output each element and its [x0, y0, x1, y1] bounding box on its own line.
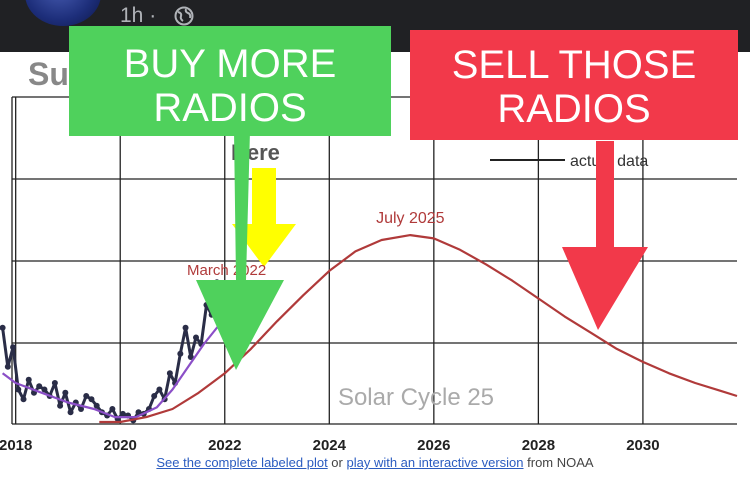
post-time[interactable]: 1h ·: [120, 4, 157, 27]
footer-separator: or: [327, 455, 347, 470]
x-tick-2022: 2022: [208, 437, 241, 452]
here-date-label: March 2022: [187, 262, 266, 279]
data-point: [78, 406, 85, 412]
complete-plot-link[interactable]: See the complete labeled plot: [156, 455, 328, 470]
data-point: [193, 334, 200, 341]
series-line-prediction: [99, 234, 738, 424]
data-point: [67, 409, 74, 416]
data-point: [88, 396, 95, 403]
buy-line2: RADIOS: [153, 86, 307, 130]
data-point: [20, 396, 27, 403]
data-point: [135, 409, 142, 416]
data-point: [83, 393, 90, 399]
chart-legend: actual data: [490, 153, 648, 170]
data-point: [0, 324, 6, 331]
footer-suffix: from NOAA: [523, 455, 594, 470]
data-point: [93, 402, 100, 409]
buy-more-radios-sign: BUY MORE RADIOS: [69, 26, 391, 136]
red-arrow: [562, 141, 648, 330]
data-point: [151, 393, 158, 399]
data-point: [57, 402, 64, 409]
data-point: [25, 376, 32, 383]
data-point: [109, 406, 116, 412]
x-tick-2018: 2018: [0, 437, 32, 452]
data-point: [119, 410, 126, 417]
here-arrow: [232, 168, 296, 267]
avatar[interactable]: [25, 0, 101, 26]
data-point: [15, 386, 22, 393]
series-line-smoothed: [1, 323, 221, 419]
data-point: [51, 380, 58, 386]
data-point: [182, 324, 189, 331]
data-point: [10, 344, 17, 351]
chart-footer: See the complete labeled plot or play wi…: [0, 455, 750, 470]
x-tick-2028: 2028: [522, 437, 555, 452]
sell-line1: SELL THOSE: [451, 43, 697, 87]
data-point: [4, 363, 11, 370]
sell-those-radios-sign: SELL THOSE RADIOS: [410, 30, 738, 140]
data-point: [36, 383, 43, 390]
data-point: [177, 350, 184, 357]
data-point: [41, 386, 48, 393]
data-point: [166, 370, 173, 377]
x-tick-2020: 2020: [104, 437, 137, 452]
data-point: [156, 386, 163, 393]
sell-line2: RADIOS: [497, 87, 651, 131]
x-tick-2030: 2030: [626, 437, 659, 452]
buy-line1: BUY MORE: [123, 42, 337, 86]
data-point: [62, 389, 69, 396]
cycle-label: Solar Cycle 25: [338, 384, 494, 411]
x-axis-ticks: 2018 2020 2022 2024 2026 2028 2030: [0, 437, 660, 452]
globe-icon: [174, 6, 194, 26]
x-tick-2024: 2024: [313, 437, 347, 452]
interactive-version-link[interactable]: play with an interactive version: [346, 455, 524, 470]
peak-annotation: July 2025: [376, 210, 445, 227]
x-tick-2026: 2026: [417, 437, 450, 452]
data-point: [187, 354, 194, 360]
green-arrow: [196, 131, 284, 370]
